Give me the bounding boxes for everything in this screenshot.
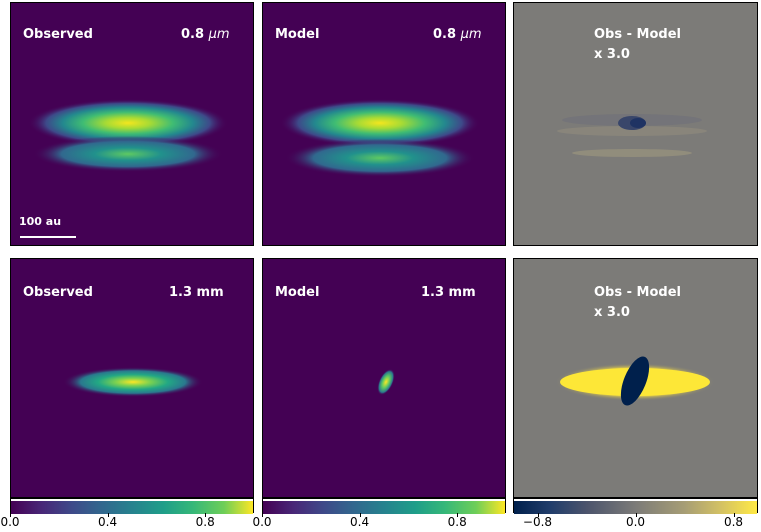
wavelength-label: 0.8 μm bbox=[181, 27, 230, 42]
wavelength-unit: μm bbox=[460, 27, 482, 42]
panel-observed-mm: Observed 1.3 mm bbox=[10, 258, 254, 498]
residual-mm-image bbox=[555, 356, 715, 406]
colorbar-tick-label: 0.0 bbox=[252, 515, 272, 529]
mm-model-source bbox=[377, 368, 395, 396]
colorbar-observed bbox=[10, 498, 254, 514]
lower-disk-lobe bbox=[33, 136, 223, 172]
wavelength-label: 0.8 μm bbox=[433, 27, 482, 42]
observed-optical-image bbox=[20, 99, 228, 238]
colorbar-gradient bbox=[514, 501, 757, 514]
colorbar-tick-label: 0.8 bbox=[447, 515, 467, 529]
colorbar-tick-label: 0.8 bbox=[723, 515, 744, 529]
colorbar-gradient bbox=[11, 501, 253, 514]
panel-residual-mm: Obs - Model x 3.0 bbox=[513, 258, 758, 498]
wavelength-label: 1.3 mm bbox=[421, 285, 476, 300]
panel-residual-optical: Obs - Model x 3.0 bbox=[513, 2, 758, 246]
residual-core bbox=[630, 118, 646, 128]
colorbar-tick-label: 0.0 bbox=[625, 515, 646, 529]
residual-band bbox=[557, 126, 707, 136]
wavelength-unit: μm bbox=[208, 27, 230, 42]
panel-title: Obs - Model bbox=[594, 27, 681, 42]
residual-band bbox=[572, 149, 692, 157]
colorbar-residual bbox=[513, 498, 758, 514]
colorbar-tick-label: 0.4 bbox=[350, 515, 370, 529]
model-optical-image bbox=[280, 99, 480, 177]
observed-mm-image bbox=[63, 367, 203, 397]
colorbar-tick-mark bbox=[636, 513, 637, 517]
colorbar-gradient bbox=[263, 501, 505, 514]
colorbar-tick-mark bbox=[205, 513, 206, 517]
lower-disk-lobe bbox=[285, 139, 475, 177]
residual-optical-image bbox=[557, 114, 707, 157]
colorbar-tick-mark bbox=[734, 513, 735, 517]
wavelength-label: 1.3 mm bbox=[169, 285, 224, 300]
residual-negative bbox=[620, 356, 650, 406]
colorbar-model bbox=[262, 498, 506, 514]
panel-title: Observed bbox=[23, 27, 93, 42]
wavelength-value: 0.8 bbox=[181, 27, 205, 42]
upper-disk-lobe bbox=[280, 99, 480, 147]
panel-model-mm: Model 1.3 mm bbox=[262, 258, 506, 498]
panel-title: Observed bbox=[23, 285, 93, 300]
colorbar-tick-mark bbox=[10, 513, 11, 517]
colorbar-tick-mark bbox=[360, 513, 361, 517]
colorbar-tick-mark bbox=[457, 513, 458, 517]
wavelength-value: 0.8 bbox=[433, 27, 457, 42]
panel-title: Model bbox=[275, 27, 320, 42]
colorbar-tick-mark bbox=[262, 513, 263, 517]
colorbar-tick-label: 0.0 bbox=[0, 515, 20, 529]
panel-title: Obs - Model bbox=[594, 285, 681, 300]
colorbar-tick-label: 0.8 bbox=[195, 515, 215, 529]
colorbar-tick-mark bbox=[538, 513, 539, 517]
colorbar-tick-mark bbox=[108, 513, 109, 517]
colorbar-tick-label: 0.4 bbox=[98, 515, 118, 529]
scalebar-label: 100 au bbox=[19, 215, 62, 228]
panel-model-optical: Model 0.8 μm bbox=[262, 2, 506, 246]
mm-disk bbox=[63, 367, 203, 397]
model-mm-image bbox=[377, 368, 395, 396]
scale-factor: x 3.0 bbox=[594, 305, 630, 320]
colorbar-tick-label: −0.8 bbox=[522, 515, 553, 529]
panel-title: Model bbox=[275, 285, 320, 300]
scale-factor: x 3.0 bbox=[594, 47, 630, 62]
panel-observed-optical: Observed 0.8 μm 100 au bbox=[10, 2, 254, 246]
upper-disk-lobe bbox=[28, 99, 228, 147]
